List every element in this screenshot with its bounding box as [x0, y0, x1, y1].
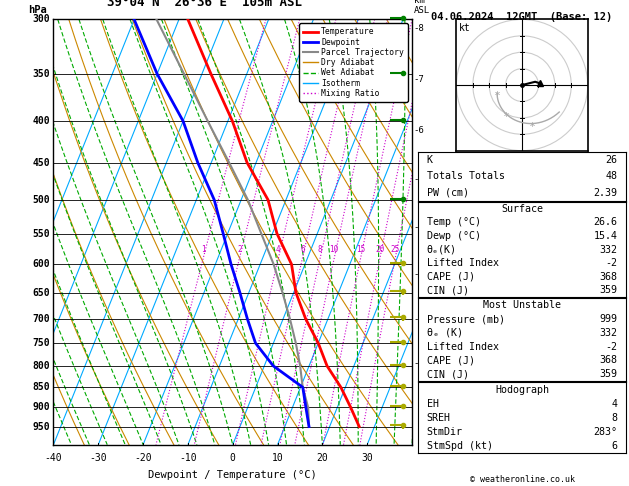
- Text: 650: 650: [32, 288, 50, 297]
- Text: 48: 48: [606, 172, 618, 181]
- Text: 30: 30: [361, 453, 373, 463]
- Text: 4: 4: [611, 399, 618, 409]
- Text: 332: 332: [599, 328, 618, 338]
- Text: 359: 359: [599, 369, 618, 379]
- Text: kt: kt: [459, 23, 471, 34]
- Text: $\ast$: $\ast$: [493, 88, 501, 98]
- Text: CAPE (J): CAPE (J): [426, 272, 475, 282]
- Text: StmSpd (kt): StmSpd (kt): [426, 441, 493, 451]
- Text: Temp (°C): Temp (°C): [426, 217, 481, 227]
- Text: 20: 20: [376, 245, 384, 254]
- Text: -6: -6: [414, 126, 425, 135]
- Text: 4: 4: [276, 245, 281, 254]
- Text: $\ast$: $\ast$: [503, 109, 510, 119]
- Text: 39°04'N  26°36'E  105m ASL: 39°04'N 26°36'E 105m ASL: [106, 0, 301, 9]
- Text: 2.39: 2.39: [594, 188, 618, 198]
- Text: CAPE (J): CAPE (J): [426, 355, 475, 365]
- Text: -10: -10: [179, 453, 197, 463]
- Text: 332: 332: [599, 244, 618, 255]
- Text: Hodograph: Hodograph: [495, 384, 549, 395]
- Text: 368: 368: [599, 272, 618, 282]
- Text: EH: EH: [426, 399, 438, 409]
- Text: 350: 350: [32, 69, 50, 79]
- Text: 0: 0: [230, 453, 236, 463]
- Text: hPa: hPa: [28, 5, 47, 15]
- Text: $\ast$: $\ast$: [528, 119, 537, 128]
- Text: CIN (J): CIN (J): [426, 369, 469, 379]
- Text: 800: 800: [32, 361, 50, 371]
- Text: 359: 359: [599, 285, 618, 295]
- Text: km
ASL: km ASL: [414, 0, 430, 15]
- Text: 10: 10: [330, 245, 339, 254]
- Text: 04.06.2024  12GMT  (Base: 12): 04.06.2024 12GMT (Base: 12): [431, 12, 613, 22]
- Text: -2: -2: [414, 315, 425, 324]
- Text: -20: -20: [134, 453, 152, 463]
- Text: 8: 8: [611, 413, 618, 423]
- Text: Dewp (°C): Dewp (°C): [426, 231, 481, 241]
- Text: CIN (J): CIN (J): [426, 285, 469, 295]
- Text: Mixing Ratio (g/kg): Mixing Ratio (g/kg): [440, 181, 448, 283]
- Text: 6: 6: [300, 245, 304, 254]
- Text: -2: -2: [606, 342, 618, 351]
- Text: 283°: 283°: [594, 427, 618, 437]
- Text: 600: 600: [32, 259, 50, 269]
- Text: 700: 700: [32, 313, 50, 324]
- Text: 850: 850: [32, 382, 50, 392]
- Text: © weatheronline.co.uk: © weatheronline.co.uk: [470, 474, 574, 484]
- Text: -30: -30: [89, 453, 107, 463]
- Text: 550: 550: [32, 228, 50, 239]
- Text: 25: 25: [391, 245, 400, 254]
- Text: 400: 400: [32, 116, 50, 126]
- Text: -40: -40: [45, 453, 62, 463]
- Text: Lifted Index: Lifted Index: [426, 342, 499, 351]
- Text: Pressure (mb): Pressure (mb): [426, 314, 504, 324]
- Legend: Temperature, Dewpoint, Parcel Trajectory, Dry Adiabat, Wet Adiabat, Isotherm, Mi: Temperature, Dewpoint, Parcel Trajectory…: [299, 23, 408, 102]
- Text: StmDir: StmDir: [426, 427, 462, 437]
- Text: 450: 450: [32, 157, 50, 168]
- Text: 15.4: 15.4: [594, 231, 618, 241]
- Text: 1: 1: [201, 245, 206, 254]
- Text: -3: -3: [414, 270, 425, 278]
- Text: SREH: SREH: [426, 413, 450, 423]
- Text: K: K: [426, 155, 433, 165]
- Text: -5: -5: [414, 175, 425, 184]
- Text: Surface: Surface: [501, 204, 543, 214]
- Text: -2: -2: [606, 258, 618, 268]
- Text: 900: 900: [32, 402, 50, 413]
- Text: 15: 15: [356, 245, 365, 254]
- Text: Totals Totals: Totals Totals: [426, 172, 504, 181]
- Text: 500: 500: [32, 195, 50, 205]
- Text: 950: 950: [32, 421, 50, 432]
- Text: 368: 368: [599, 355, 618, 365]
- Text: PW (cm): PW (cm): [426, 188, 469, 198]
- Text: 750: 750: [32, 338, 50, 348]
- Text: θₑ(K): θₑ(K): [426, 244, 457, 255]
- Text: -8: -8: [414, 24, 425, 33]
- Text: 6: 6: [611, 441, 618, 451]
- Text: -4: -4: [414, 223, 425, 232]
- Text: 300: 300: [32, 15, 50, 24]
- Text: 26.6: 26.6: [594, 217, 618, 227]
- Text: Lifted Index: Lifted Index: [426, 258, 499, 268]
- Text: Most Unstable: Most Unstable: [483, 300, 561, 310]
- Text: 8: 8: [318, 245, 323, 254]
- Text: 20: 20: [316, 453, 328, 463]
- Text: 2: 2: [237, 245, 242, 254]
- Text: LCL: LCL: [414, 383, 435, 392]
- Text: -7: -7: [414, 75, 425, 85]
- Text: θₑ (K): θₑ (K): [426, 328, 462, 338]
- Text: 999: 999: [599, 314, 618, 324]
- Text: 26: 26: [606, 155, 618, 165]
- Text: -1: -1: [414, 359, 425, 368]
- Text: Dewpoint / Temperature (°C): Dewpoint / Temperature (°C): [148, 470, 317, 480]
- Text: 10: 10: [272, 453, 284, 463]
